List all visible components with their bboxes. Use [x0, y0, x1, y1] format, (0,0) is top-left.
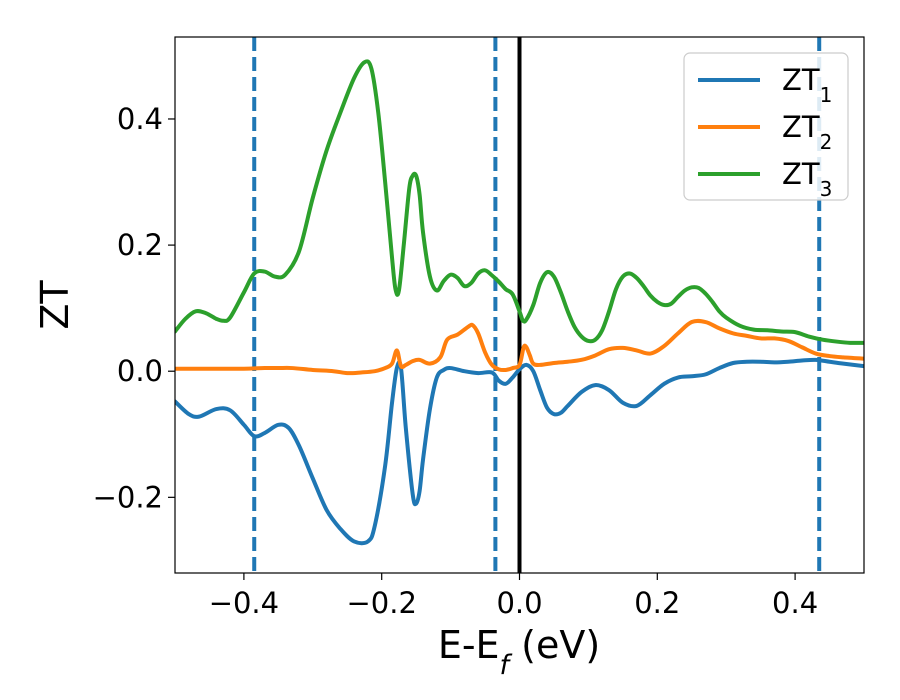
- legend-label-zt2: ZT2: [782, 110, 832, 154]
- x-tick-label: −0.4: [209, 586, 279, 620]
- x-tick-label: −0.2: [346, 586, 416, 620]
- y-tick-label: −0.2: [93, 480, 163, 514]
- series-line-zt3: [175, 59, 864, 345]
- legend-label-zt3: ZT3: [782, 157, 832, 201]
- x-tick-label: 0.2: [634, 586, 680, 620]
- legend-box: [683, 52, 849, 201]
- series-line-zt1: [175, 357, 864, 546]
- series-line-zt2: [175, 318, 864, 376]
- y-tick-label: 0.0: [117, 354, 163, 388]
- x-tick-label: 0.4: [772, 586, 818, 620]
- x-axis-label: E-Ef (eV): [438, 623, 600, 681]
- y-tick-label: 0.2: [117, 228, 163, 262]
- y-axis-label: ZT: [33, 280, 77, 330]
- x-tick-label: 0.0: [496, 586, 542, 620]
- x-axis: −0.4 −0.2 0.0 0.2 0.4: [209, 573, 818, 620]
- legend-label-zt1: ZT1: [782, 63, 832, 107]
- y-axis: −0.2 0.0 0.2 0.4: [93, 102, 175, 514]
- y-tick-label: 0.4: [117, 102, 163, 136]
